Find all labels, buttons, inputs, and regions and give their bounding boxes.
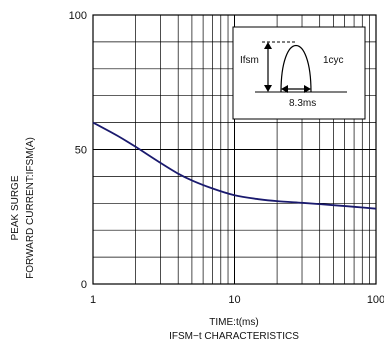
chart-caption: IFSM−t CHARACTERISTICS bbox=[169, 331, 299, 342]
series-layer bbox=[92, 121, 377, 210]
x-tick-label: 10 bbox=[228, 294, 240, 306]
inset-box bbox=[232, 26, 366, 120]
plot-frame bbox=[92, 14, 377, 285]
arrow-down-icon bbox=[264, 85, 272, 92]
inset-ifsm-label: Ifsm bbox=[240, 55, 259, 66]
y-axis-title-line1: PEAK SURGE bbox=[10, 175, 21, 240]
x-tick-label: 100 bbox=[367, 294, 384, 306]
y-tick-label: 0 bbox=[81, 279, 87, 291]
ifsm-curve bbox=[92, 121, 377, 210]
half-sine-pulse bbox=[280, 45, 312, 93]
y-tick-label: 100 bbox=[69, 10, 87, 22]
x-axis-ticks: 1 10 100 bbox=[90, 294, 384, 306]
waveform-inset: Ifsm 1cyc 8.3ms bbox=[232, 26, 366, 120]
arrow-up-icon bbox=[264, 42, 272, 49]
y-axis-title-line2: FORWARD CURRENT:IFSM(A) bbox=[25, 137, 36, 279]
x-tick-label: 1 bbox=[90, 294, 96, 306]
arrow-left-icon bbox=[281, 85, 288, 93]
arrow-right-icon bbox=[304, 85, 311, 93]
inset-cycle-label: 1cyc bbox=[323, 55, 344, 66]
y-tick-label: 50 bbox=[75, 145, 87, 157]
inset-time-label: 8.3ms bbox=[289, 98, 316, 109]
x-axis-title: TIME:t(ms) bbox=[209, 317, 258, 328]
y-axis-ticks: 0 50 100 bbox=[69, 10, 87, 291]
